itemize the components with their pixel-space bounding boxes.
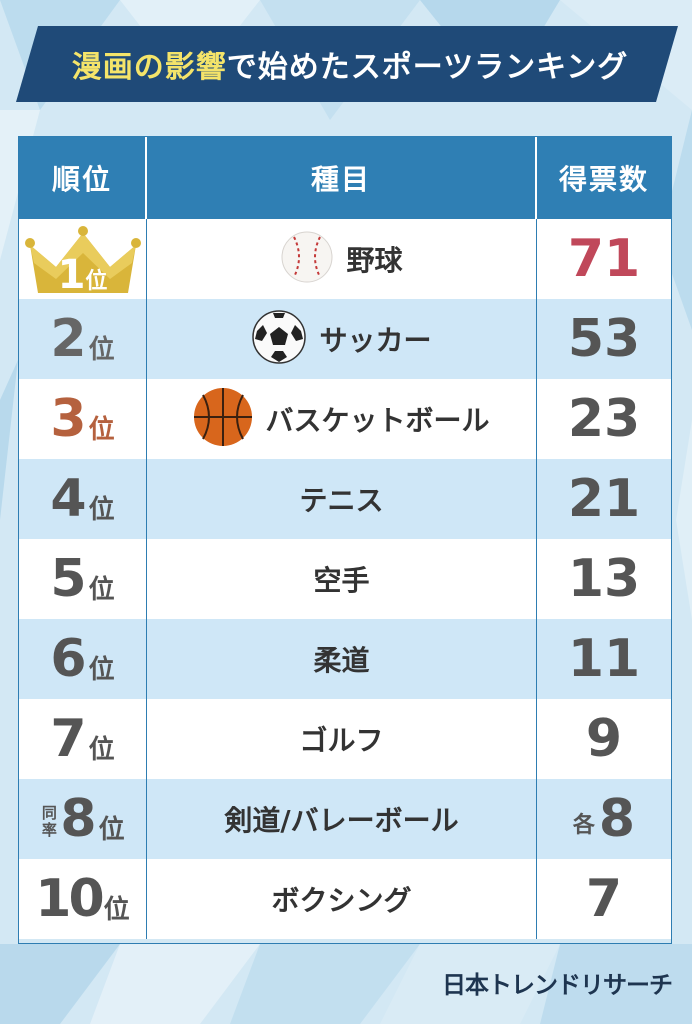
votes-cell: 7	[537, 859, 671, 939]
sport-cell: 空手	[147, 539, 537, 619]
votes-value: 7	[585, 869, 623, 929]
sport-name: ゴルフ	[299, 724, 384, 757]
rank-number: 3	[50, 389, 87, 449]
page-title: 漫画の影響 で始めたスポーツランキング	[30, 26, 670, 102]
votes-value: 8	[598, 789, 636, 849]
rank-cell: 10 位	[19, 859, 147, 939]
sport-name: 空手	[313, 564, 370, 597]
rank-unit: 位	[88, 735, 115, 765]
rank-unit: 位	[88, 335, 115, 365]
votes-cell: 71	[537, 219, 671, 299]
votes-cell: 23	[537, 379, 671, 459]
votes-cell: 9	[537, 699, 671, 779]
sport-name: ボクシング	[271, 884, 412, 917]
header-rank: 順位	[19, 137, 147, 219]
sport-name: 野球	[346, 244, 403, 277]
votes-value: 71	[567, 229, 641, 289]
table-row: 10 位 ボクシング 7	[19, 859, 671, 939]
basketball-icon	[193, 387, 253, 451]
sport-cell: 柔道	[147, 619, 537, 699]
header-sport: 種目	[147, 137, 537, 219]
rank-unit: 位	[88, 495, 115, 525]
baseball-icon	[280, 230, 334, 288]
rank-number: 4	[50, 469, 87, 529]
sport-cell: バスケットボール	[147, 379, 537, 459]
votes-value: 13	[567, 549, 641, 609]
votes-value: 11	[567, 629, 641, 689]
tie-label: 同率	[41, 804, 57, 839]
rank-number: 1	[57, 252, 86, 298]
soccer-ball-icon	[251, 309, 307, 369]
sport-name: テニス	[299, 484, 384, 517]
table-header: 順位 種目 得票数	[19, 137, 671, 219]
votes-cell: 21	[537, 459, 671, 539]
header-votes: 得票数	[558, 163, 649, 196]
rank-unit: 位	[88, 415, 115, 445]
votes-value: 9	[585, 709, 623, 769]
sport-cell: サッカー	[147, 299, 537, 379]
rank-unit: 位	[85, 269, 108, 294]
sport-name: 柔道	[313, 644, 370, 677]
title-banner: 漫画の影響 で始めたスポーツランキング	[16, 26, 678, 102]
sport-name: 剣道/バレーボール	[224, 804, 459, 837]
sport-cell: テニス	[147, 459, 537, 539]
votes-cell: 11	[537, 619, 671, 699]
sport-cell: ボクシング	[147, 859, 537, 939]
title-rest: で始めたスポーツランキング	[226, 50, 629, 85]
rank-unit: 位	[88, 655, 115, 685]
rank-cell: 同率 8 位	[19, 779, 147, 859]
votes-value: 21	[567, 469, 641, 529]
rank-number: 7	[50, 709, 87, 769]
rank-number: 2	[50, 309, 87, 369]
sport-cell: 野球	[147, 219, 537, 299]
votes-cell: 53	[537, 299, 671, 379]
votes-value: 53	[567, 309, 641, 369]
rank-number: 8	[60, 789, 97, 849]
each-label: 各	[572, 813, 595, 838]
rank-unit: 位	[98, 815, 125, 845]
rank-number: 5	[50, 549, 87, 609]
sport-name: バスケットボール	[265, 404, 490, 437]
sport-cell: ゴルフ	[147, 699, 537, 779]
rank-number: 6	[50, 629, 87, 689]
sport-cell: 剣道/バレーボール	[147, 779, 537, 859]
sport-name: サッカー	[319, 324, 432, 357]
rank-unit: 位	[103, 895, 130, 925]
rank-unit: 位	[88, 575, 115, 605]
source-credit-logo: 日本トレンドリサーチ	[442, 970, 673, 999]
votes-cell: 13	[537, 539, 671, 619]
rank-number: 10	[35, 869, 104, 929]
title-highlight: 漫画の影響	[71, 50, 227, 85]
votes-value: 23	[567, 389, 641, 449]
